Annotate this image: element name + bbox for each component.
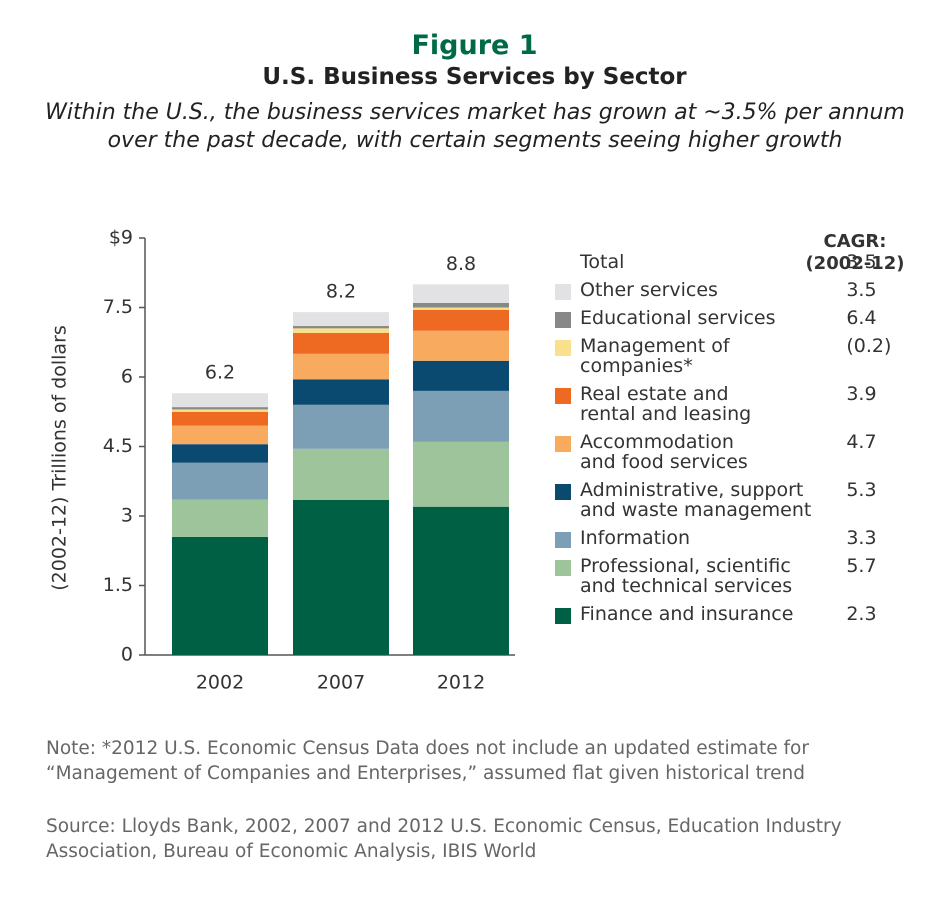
cagr-value: 3.9: [846, 383, 877, 405]
cagr-value: 3.3: [846, 527, 877, 549]
bar-segment: [172, 411, 268, 426]
x-tick-label: 2012: [437, 672, 485, 694]
legend: Total 3.5 Other services 3.5 Educational ser…: [555, 252, 905, 632]
legend-label: Total: [580, 251, 625, 273]
legend-label: Finance and insurance: [580, 603, 794, 625]
cagr-value: 6.4: [846, 307, 877, 329]
cagr-value: 2.3: [846, 603, 877, 625]
legend-item: Information 3.3: [555, 528, 905, 548]
bar-segment: [413, 284, 509, 303]
bar-segment: [293, 326, 389, 329]
legend-swatch: [555, 388, 571, 404]
bar-segment: [293, 379, 389, 405]
legend-swatch: [555, 284, 571, 300]
bar-segment: [172, 499, 268, 537]
legend-swatch: [555, 608, 571, 624]
legend-swatch: [555, 532, 571, 548]
legend-item: Other services 3.5: [555, 280, 905, 300]
bar-segment: [293, 448, 389, 500]
bar-segment: [293, 353, 389, 380]
cagr-header: CAGR: (2002-12): [805, 231, 904, 274]
legend-label: Other services: [580, 279, 718, 301]
bar-segment: [172, 462, 268, 500]
legend-swatch: [555, 560, 571, 576]
legend-swatch: [555, 312, 571, 328]
cagr-value: 5.3: [846, 479, 877, 501]
y-tick-label: 4.5: [103, 435, 133, 457]
y-axis-label: (2002-12) Trillions of dollars: [49, 325, 71, 591]
bar-segment: [293, 328, 389, 333]
y-tick-label: 7.5: [103, 296, 133, 318]
legend-swatch: [555, 340, 571, 356]
legend-swatch: [555, 436, 571, 452]
cagr-value: (0.2): [846, 335, 892, 357]
total-label: 8.2: [326, 281, 356, 303]
legend-label: Management of companies*: [580, 335, 730, 377]
y-tick-label: 3: [121, 505, 133, 527]
legend-item: Finance and insurance 2.3: [555, 604, 905, 624]
bar-segment: [293, 332, 389, 354]
y-tick-label: 0: [121, 644, 133, 666]
y-tick-label: 1.5: [103, 574, 133, 596]
legend-label: Real estate and rental and leasing: [580, 383, 752, 425]
chart-description: Within the U.S., the business services m…: [45, 100, 905, 153]
y-tick-label: $9: [109, 227, 133, 249]
legend-label: Administrative, support and waste manage…: [580, 479, 812, 521]
legend-label: Educational services: [580, 307, 776, 329]
total-label: 6.2: [205, 362, 235, 384]
bar-segment: [172, 393, 268, 408]
source: Source: Lloyds Bank, 2002, 2007 and 2012…: [46, 816, 842, 862]
bar-segment: [172, 407, 268, 410]
note: Note: *2012 U.S. Economic Census Data do…: [46, 738, 809, 784]
legend-label: Accommodation and food services: [580, 431, 748, 473]
total-label: 8.8: [446, 253, 476, 275]
bar-segment: [172, 409, 268, 412]
x-tick-label: 2002: [196, 672, 244, 694]
bar-segment: [413, 360, 509, 391]
bar-segment: [413, 506, 509, 655]
cagr-value: 3.5: [846, 279, 877, 301]
bar-segment: [293, 312, 389, 327]
bar-segment: [293, 404, 389, 449]
y-tick-label: 6: [121, 366, 133, 388]
legend-item: Real estate and rental and leasing 3.9: [555, 384, 905, 424]
cagr-value: 5.7: [846, 555, 877, 577]
cagr-value: 4.7: [846, 431, 877, 453]
bar-segment: [293, 499, 389, 655]
bar-segment: [413, 309, 509, 331]
bar-segment: [413, 441, 509, 507]
legend-swatch: [555, 256, 571, 272]
bar-segment: [413, 330, 509, 361]
bar-segment: [413, 302, 509, 308]
legend-item: Total 3.5: [555, 252, 905, 272]
legend-item: Professional, scientific and technical s…: [555, 556, 905, 596]
legend-item: Management of companies* (0.2): [555, 336, 905, 376]
bar-segment: [172, 536, 268, 655]
legend-item: Accommodation and food services 4.7: [555, 432, 905, 472]
x-tick-label: 2007: [317, 672, 365, 694]
chart-subtitle: U.S. Business Services by Sector: [262, 64, 687, 90]
cagr-value: 3.5: [846, 251, 877, 273]
legend-swatch: [555, 484, 571, 500]
bar-segment: [413, 307, 509, 310]
legend-item: Administrative, support and waste manage…: [555, 480, 905, 520]
legend-label: Professional, scientific and technical s…: [580, 555, 793, 597]
bar-segment: [172, 444, 268, 463]
legend-label: Information: [580, 527, 690, 549]
bar-segment: [413, 390, 509, 442]
legend-item: Educational services 6.4: [555, 308, 905, 328]
bar-segment: [172, 425, 268, 445]
chart-title: Figure 1: [411, 30, 538, 61]
